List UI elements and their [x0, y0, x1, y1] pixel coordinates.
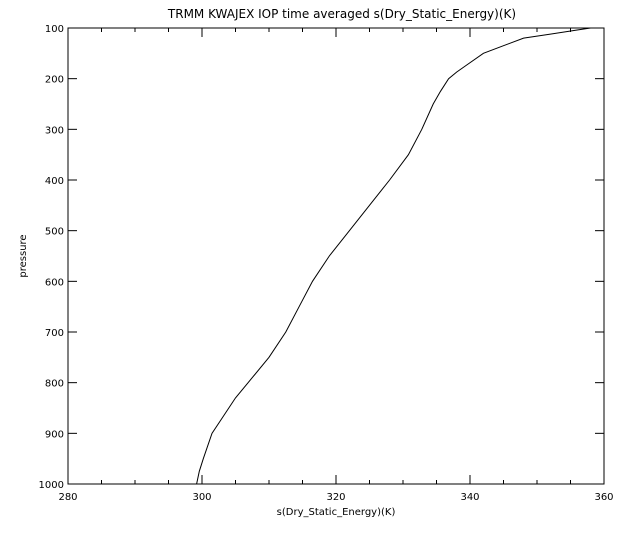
- axis-ticks: [67, 27, 605, 485]
- y-tick-label: 100: [45, 24, 64, 35]
- y-tick-label: 200: [45, 75, 64, 86]
- x-axis-label: s(Dry_Static_Energy)(K): [277, 507, 396, 518]
- y-tick-label: 500: [45, 227, 64, 238]
- x-tick-label: 360: [594, 492, 613, 503]
- x-tick-label: 300: [192, 492, 211, 503]
- x-tick-label: 340: [460, 492, 479, 503]
- y-tick-label: 700: [45, 328, 64, 339]
- y-tick-label: 400: [45, 176, 64, 187]
- y-tick-label: 1000: [39, 480, 64, 491]
- tick-labels: 280 300 320 340 360 100 200 300 400 500 600 700 800 9…: [39, 24, 614, 503]
- chart-title: TRMM KWAJEX IOP time averaged s(Dry_Stat…: [167, 7, 516, 21]
- x-tick-label: 320: [326, 492, 345, 503]
- x-tick-label: 280: [58, 492, 77, 503]
- y-tick-label: 800: [45, 379, 64, 390]
- plot-frame: [67, 27, 605, 485]
- y-tick-label: 300: [45, 125, 64, 136]
- y-tick-label: 900: [45, 429, 64, 440]
- y-axis-label: pressure: [18, 234, 29, 277]
- series-line: [196, 27, 591, 485]
- y-tick-label: 600: [45, 277, 64, 288]
